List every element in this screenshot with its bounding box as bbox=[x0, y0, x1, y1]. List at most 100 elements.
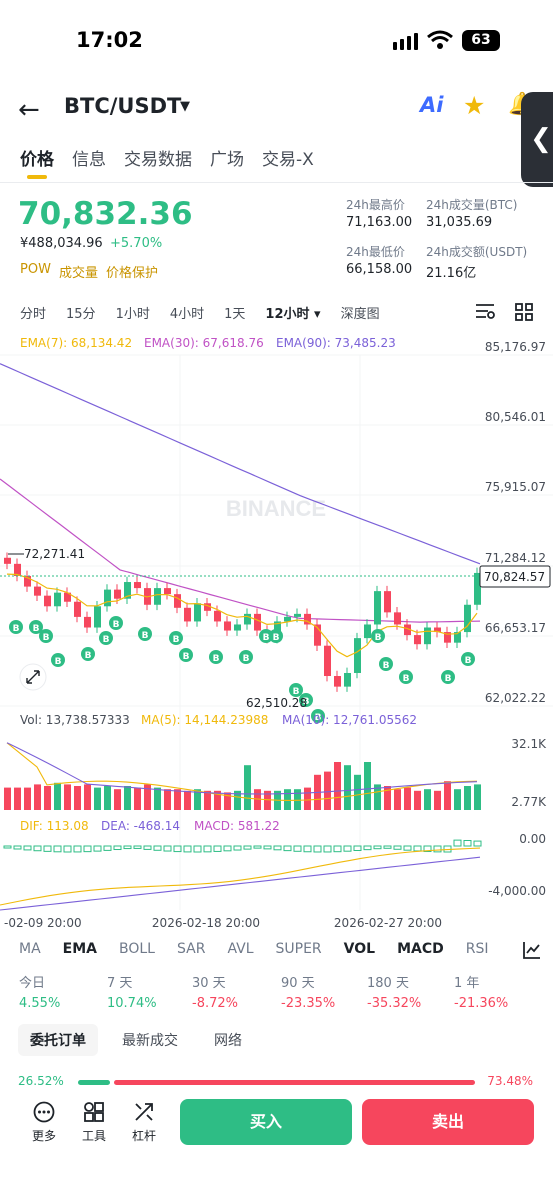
flag-price-protection[interactable]: 价格保护 bbox=[105, 266, 158, 281]
macd-bar bbox=[433, 845, 442, 853]
buy-marker[interactable]: B bbox=[379, 657, 393, 671]
tab-price[interactable]: 价格 bbox=[20, 150, 54, 170]
flag-pow[interactable]: POW bbox=[20, 262, 51, 277]
buy-marker-label: B bbox=[142, 631, 149, 641]
sell-button[interactable]: 卖出 bbox=[362, 1099, 534, 1145]
tab-square[interactable]: 广场 bbox=[210, 150, 244, 170]
interval-time[interactable]: 分时 bbox=[20, 307, 47, 322]
buy-marker[interactable]: B bbox=[461, 652, 475, 666]
tab-info[interactable]: 信息 bbox=[72, 150, 106, 170]
caret-down-icon[interactable]: ▼ bbox=[180, 99, 190, 114]
volume-bar bbox=[364, 762, 371, 810]
tab-trading-data[interactable]: 交易数据 bbox=[124, 150, 192, 170]
buy-marker[interactable]: B bbox=[9, 620, 23, 634]
back-arrow-icon[interactable]: ← bbox=[18, 95, 40, 125]
grid-layout-icon[interactable] bbox=[515, 303, 533, 325]
ind-vol[interactable]: VOL bbox=[343, 941, 376, 957]
vol-btc-value: 31,035.69 bbox=[426, 215, 493, 230]
volume-bar bbox=[4, 787, 11, 810]
buy-marker[interactable]: B bbox=[109, 616, 123, 630]
macd-bar bbox=[143, 845, 152, 850]
battery-icon: 63 bbox=[462, 30, 500, 51]
macd-bar bbox=[53, 845, 62, 853]
buy-marker[interactable]: B bbox=[29, 620, 43, 634]
leverage-button[interactable]: 杠杆 bbox=[124, 1101, 164, 1144]
interval-4h[interactable]: 4小时 bbox=[169, 307, 205, 322]
buy-marker[interactable]: B bbox=[399, 670, 413, 684]
buy-marker[interactable]: B bbox=[81, 647, 95, 661]
volume-bar bbox=[284, 789, 291, 810]
buy-marker[interactable]: B bbox=[239, 650, 253, 664]
macd-bar bbox=[253, 845, 262, 849]
tools-button[interactable]: 工具 bbox=[74, 1101, 114, 1144]
interval-depth[interactable]: 深度图 bbox=[340, 307, 380, 322]
candle bbox=[164, 588, 171, 595]
ind-super[interactable]: SUPER bbox=[275, 941, 322, 957]
y-tick-label: 80,546.01 bbox=[485, 410, 546, 424]
buy-marker[interactable]: B bbox=[138, 627, 152, 641]
tab-open-orders[interactable]: 委托订单 bbox=[18, 1024, 98, 1056]
buy-marker[interactable]: B bbox=[51, 653, 65, 667]
star-icon[interactable]: ★ bbox=[463, 91, 486, 120]
buy-marker[interactable]: B bbox=[269, 629, 283, 643]
side-drawer-handle[interactable]: ❮ bbox=[521, 92, 553, 187]
ema30-legend: EMA(30): 67,618.76 bbox=[144, 336, 264, 350]
sell-ratio-bar bbox=[113, 1080, 475, 1085]
more-button[interactable]: 更多 bbox=[24, 1101, 64, 1144]
interval-15m[interactable]: 15分 bbox=[66, 307, 96, 322]
tools-icon bbox=[74, 1101, 114, 1127]
volume-bar bbox=[294, 789, 301, 810]
buy-marker-dot bbox=[461, 652, 475, 666]
buy-marker-dot bbox=[441, 670, 455, 684]
buy-marker[interactable]: B bbox=[371, 629, 385, 643]
macd-bar bbox=[233, 845, 242, 851]
interval-1h[interactable]: 1小时 bbox=[115, 307, 150, 322]
macd-bar bbox=[373, 845, 382, 850]
macd-bar bbox=[153, 845, 162, 851]
ind-sar[interactable]: SAR bbox=[176, 941, 206, 957]
buy-marker[interactable]: B bbox=[289, 683, 303, 697]
ind-boll[interactable]: BOLL bbox=[119, 941, 155, 957]
flag-volume[interactable]: 成交量 bbox=[58, 266, 98, 281]
perf-value: -35.32% bbox=[367, 996, 422, 1011]
buy-marker[interactable]: B bbox=[169, 631, 183, 645]
interval-1d[interactable]: 1天 bbox=[224, 307, 246, 322]
tab-trade-x[interactable]: 交易-X bbox=[262, 150, 314, 170]
expand-icon[interactable] bbox=[19, 663, 47, 691]
buy-marker[interactable]: B bbox=[299, 693, 313, 707]
buy-marker-label: B bbox=[13, 624, 20, 634]
volume-bar bbox=[124, 786, 131, 810]
buy-marker[interactable]: B bbox=[259, 629, 273, 643]
tab-network[interactable]: 网络 bbox=[214, 1033, 242, 1049]
buy-marker-label: B bbox=[303, 697, 310, 707]
ind-ema[interactable]: EMA bbox=[62, 941, 97, 957]
buy-marker-dot bbox=[169, 631, 183, 645]
macd-bar bbox=[393, 845, 402, 850]
buy-marker[interactable]: B bbox=[179, 648, 193, 662]
candle bbox=[114, 589, 121, 599]
ind-avl[interactable]: AVL bbox=[227, 941, 254, 957]
buy-button[interactable]: 买入 bbox=[180, 1099, 352, 1145]
divider bbox=[0, 182, 553, 183]
buy-marker-label: B bbox=[43, 633, 50, 643]
ind-ma[interactable]: MA bbox=[19, 941, 41, 957]
buy-marker[interactable]: B bbox=[441, 670, 455, 684]
volume-bar bbox=[224, 792, 231, 810]
ai-icon[interactable]: Ai bbox=[420, 93, 444, 117]
buy-marker[interactable]: B bbox=[209, 650, 223, 664]
indicator-settings-icon[interactable] bbox=[522, 940, 542, 964]
macd-legend: MACD: 581.22 bbox=[194, 819, 280, 833]
tab-latest-trades[interactable]: 最新成交 bbox=[122, 1033, 178, 1049]
buy-marker[interactable]: B bbox=[39, 629, 53, 643]
buy-marker[interactable]: B bbox=[311, 709, 325, 723]
chart-settings-icon[interactable] bbox=[475, 302, 495, 324]
interval-12h[interactable]: 12小时 ▾ bbox=[265, 307, 321, 322]
pair-selector[interactable]: BTC/USDT bbox=[64, 94, 182, 118]
buy-marker[interactable]: B bbox=[99, 631, 113, 645]
macd-bar bbox=[243, 845, 252, 850]
ind-rsi[interactable]: RSI bbox=[465, 941, 489, 957]
ind-macd[interactable]: MACD bbox=[397, 941, 444, 957]
candle bbox=[204, 603, 211, 611]
buy-marker-label: B bbox=[85, 651, 92, 661]
